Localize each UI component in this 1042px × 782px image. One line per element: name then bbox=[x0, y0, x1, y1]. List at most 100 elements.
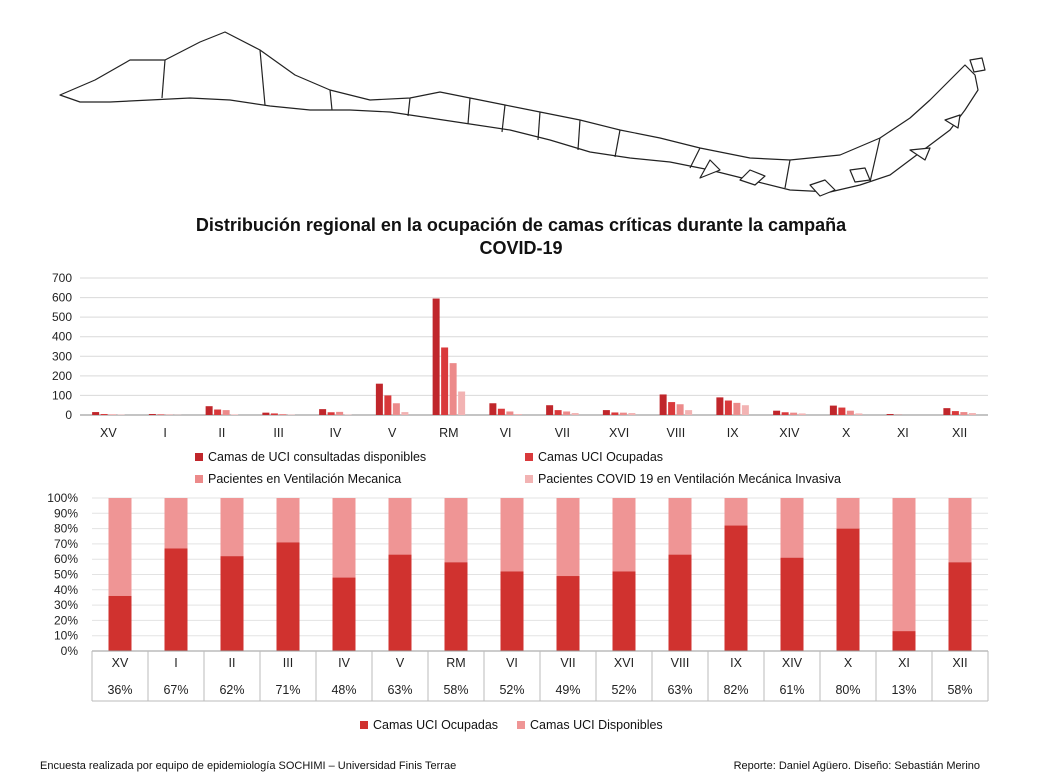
bar-occupied bbox=[220, 556, 244, 651]
y-tick-label: 60% bbox=[54, 552, 78, 566]
bar bbox=[506, 411, 514, 415]
bar bbox=[846, 410, 854, 415]
chart-title: Distribución regional en la ocupación de… bbox=[0, 214, 1042, 260]
legend-item: Camas UCI Ocupadas bbox=[525, 450, 663, 464]
bar bbox=[716, 397, 724, 415]
chart-title-line1: Distribución regional en la ocupación de… bbox=[195, 215, 847, 235]
bar-available bbox=[948, 498, 972, 563]
bar bbox=[668, 402, 676, 415]
table-cell-percent: 61% bbox=[779, 683, 804, 697]
bar-occupied bbox=[724, 525, 748, 651]
y-tick-label: 0% bbox=[61, 644, 79, 658]
table-cell-percent: 49% bbox=[555, 683, 580, 697]
bar bbox=[724, 400, 732, 415]
y-tick-label: 300 bbox=[52, 349, 72, 363]
y-tick-label: 100% bbox=[47, 491, 78, 505]
bar bbox=[392, 403, 400, 415]
x-tick-label: V bbox=[388, 426, 397, 440]
bar bbox=[838, 407, 846, 415]
y-tick-label: 20% bbox=[54, 613, 78, 627]
bar-available bbox=[668, 498, 692, 555]
chile-outline bbox=[59, 31, 979, 193]
legend-item: Pacientes COVID 19 en Ventilación Mecáni… bbox=[525, 472, 841, 486]
x-tick-label: XII bbox=[952, 426, 967, 440]
bar-available bbox=[724, 498, 748, 526]
footer-source: Encuesta realizada por equipo de epidemi… bbox=[40, 760, 457, 772]
x-tick-label: X bbox=[844, 656, 853, 670]
bar bbox=[148, 414, 156, 415]
x-tick-label: VII bbox=[555, 426, 570, 440]
bar bbox=[157, 414, 165, 415]
bar bbox=[733, 402, 741, 415]
bar bbox=[741, 405, 749, 415]
bar bbox=[336, 411, 344, 415]
bar bbox=[676, 404, 684, 415]
table-cell-percent: 52% bbox=[499, 683, 524, 697]
bar bbox=[628, 413, 636, 415]
table-cell-percent: 36% bbox=[107, 683, 132, 697]
x-tick-label: II bbox=[218, 426, 225, 440]
bar-available bbox=[332, 498, 356, 578]
x-tick-label: VIII bbox=[666, 426, 685, 440]
legend-label: Pacientes en Ventilación Mecanica bbox=[208, 472, 402, 486]
bar-available bbox=[500, 498, 524, 572]
bar bbox=[100, 414, 108, 415]
x-tick-label: IX bbox=[730, 656, 742, 670]
bar bbox=[279, 414, 287, 415]
x-tick-label: XI bbox=[898, 656, 910, 670]
bar-occupied bbox=[668, 554, 692, 651]
bar-available bbox=[108, 498, 132, 596]
x-tick-label: I bbox=[163, 426, 166, 440]
bar bbox=[943, 408, 951, 415]
legend-label: Camas UCI Ocupadas bbox=[538, 450, 664, 464]
bar-available bbox=[780, 498, 804, 558]
bar bbox=[222, 410, 230, 415]
legend-label: Camas UCI Ocupadas bbox=[373, 718, 499, 732]
legend-swatch bbox=[195, 453, 203, 461]
table-cell-percent: 71% bbox=[275, 683, 300, 697]
x-tick-label: XV bbox=[112, 656, 129, 670]
bar bbox=[262, 412, 270, 415]
x-tick-label: XIV bbox=[782, 656, 803, 670]
table-cell-percent: 52% bbox=[611, 683, 636, 697]
y-tick-label: 500 bbox=[52, 310, 72, 324]
bar-occupied bbox=[836, 528, 860, 651]
bar bbox=[951, 411, 959, 415]
x-tick-label: XIV bbox=[779, 426, 800, 440]
y-tick-label: 70% bbox=[54, 537, 78, 551]
bar-occupied bbox=[108, 595, 132, 651]
bar-occupied bbox=[612, 571, 636, 651]
bar bbox=[790, 412, 798, 415]
y-tick-label: 10% bbox=[54, 629, 78, 643]
table-cell-percent: 80% bbox=[835, 683, 860, 697]
x-tick-label: III bbox=[283, 656, 293, 670]
bar-occupied bbox=[332, 577, 356, 651]
bar bbox=[855, 413, 863, 415]
bar-available bbox=[220, 498, 244, 557]
bar bbox=[798, 413, 806, 415]
bar bbox=[611, 412, 619, 415]
bar-occupied bbox=[500, 571, 524, 651]
table-cell-percent: 48% bbox=[331, 683, 356, 697]
x-tick-label: XI bbox=[897, 426, 909, 440]
bar bbox=[829, 405, 837, 415]
x-tick-label: IV bbox=[329, 426, 341, 440]
x-tick-label: XVI bbox=[609, 426, 629, 440]
y-tick-label: 700 bbox=[52, 271, 72, 285]
bar-occupied bbox=[892, 631, 916, 651]
bar bbox=[571, 413, 579, 415]
legend-label: Pacientes COVID 19 en Ventilación Mecáni… bbox=[538, 472, 841, 486]
bar bbox=[319, 409, 327, 415]
bar-available bbox=[444, 498, 468, 563]
legend-label: Camas de UCI consultadas disponibles bbox=[208, 450, 427, 464]
bar bbox=[514, 414, 522, 415]
occupancy-percentage-chart: 0%10%20%30%40%50%60%70%80%90%100%XV36%I6… bbox=[47, 491, 989, 702]
y-tick-label: 40% bbox=[54, 583, 78, 597]
y-tick-label: 0 bbox=[65, 408, 72, 422]
table-cell-percent: 62% bbox=[219, 683, 244, 697]
x-tick-label: XVI bbox=[614, 656, 634, 670]
bar-available bbox=[892, 498, 916, 632]
x-tick-label: IX bbox=[727, 426, 739, 440]
x-tick-label: RM bbox=[439, 426, 458, 440]
y-tick-label: 400 bbox=[52, 330, 72, 344]
